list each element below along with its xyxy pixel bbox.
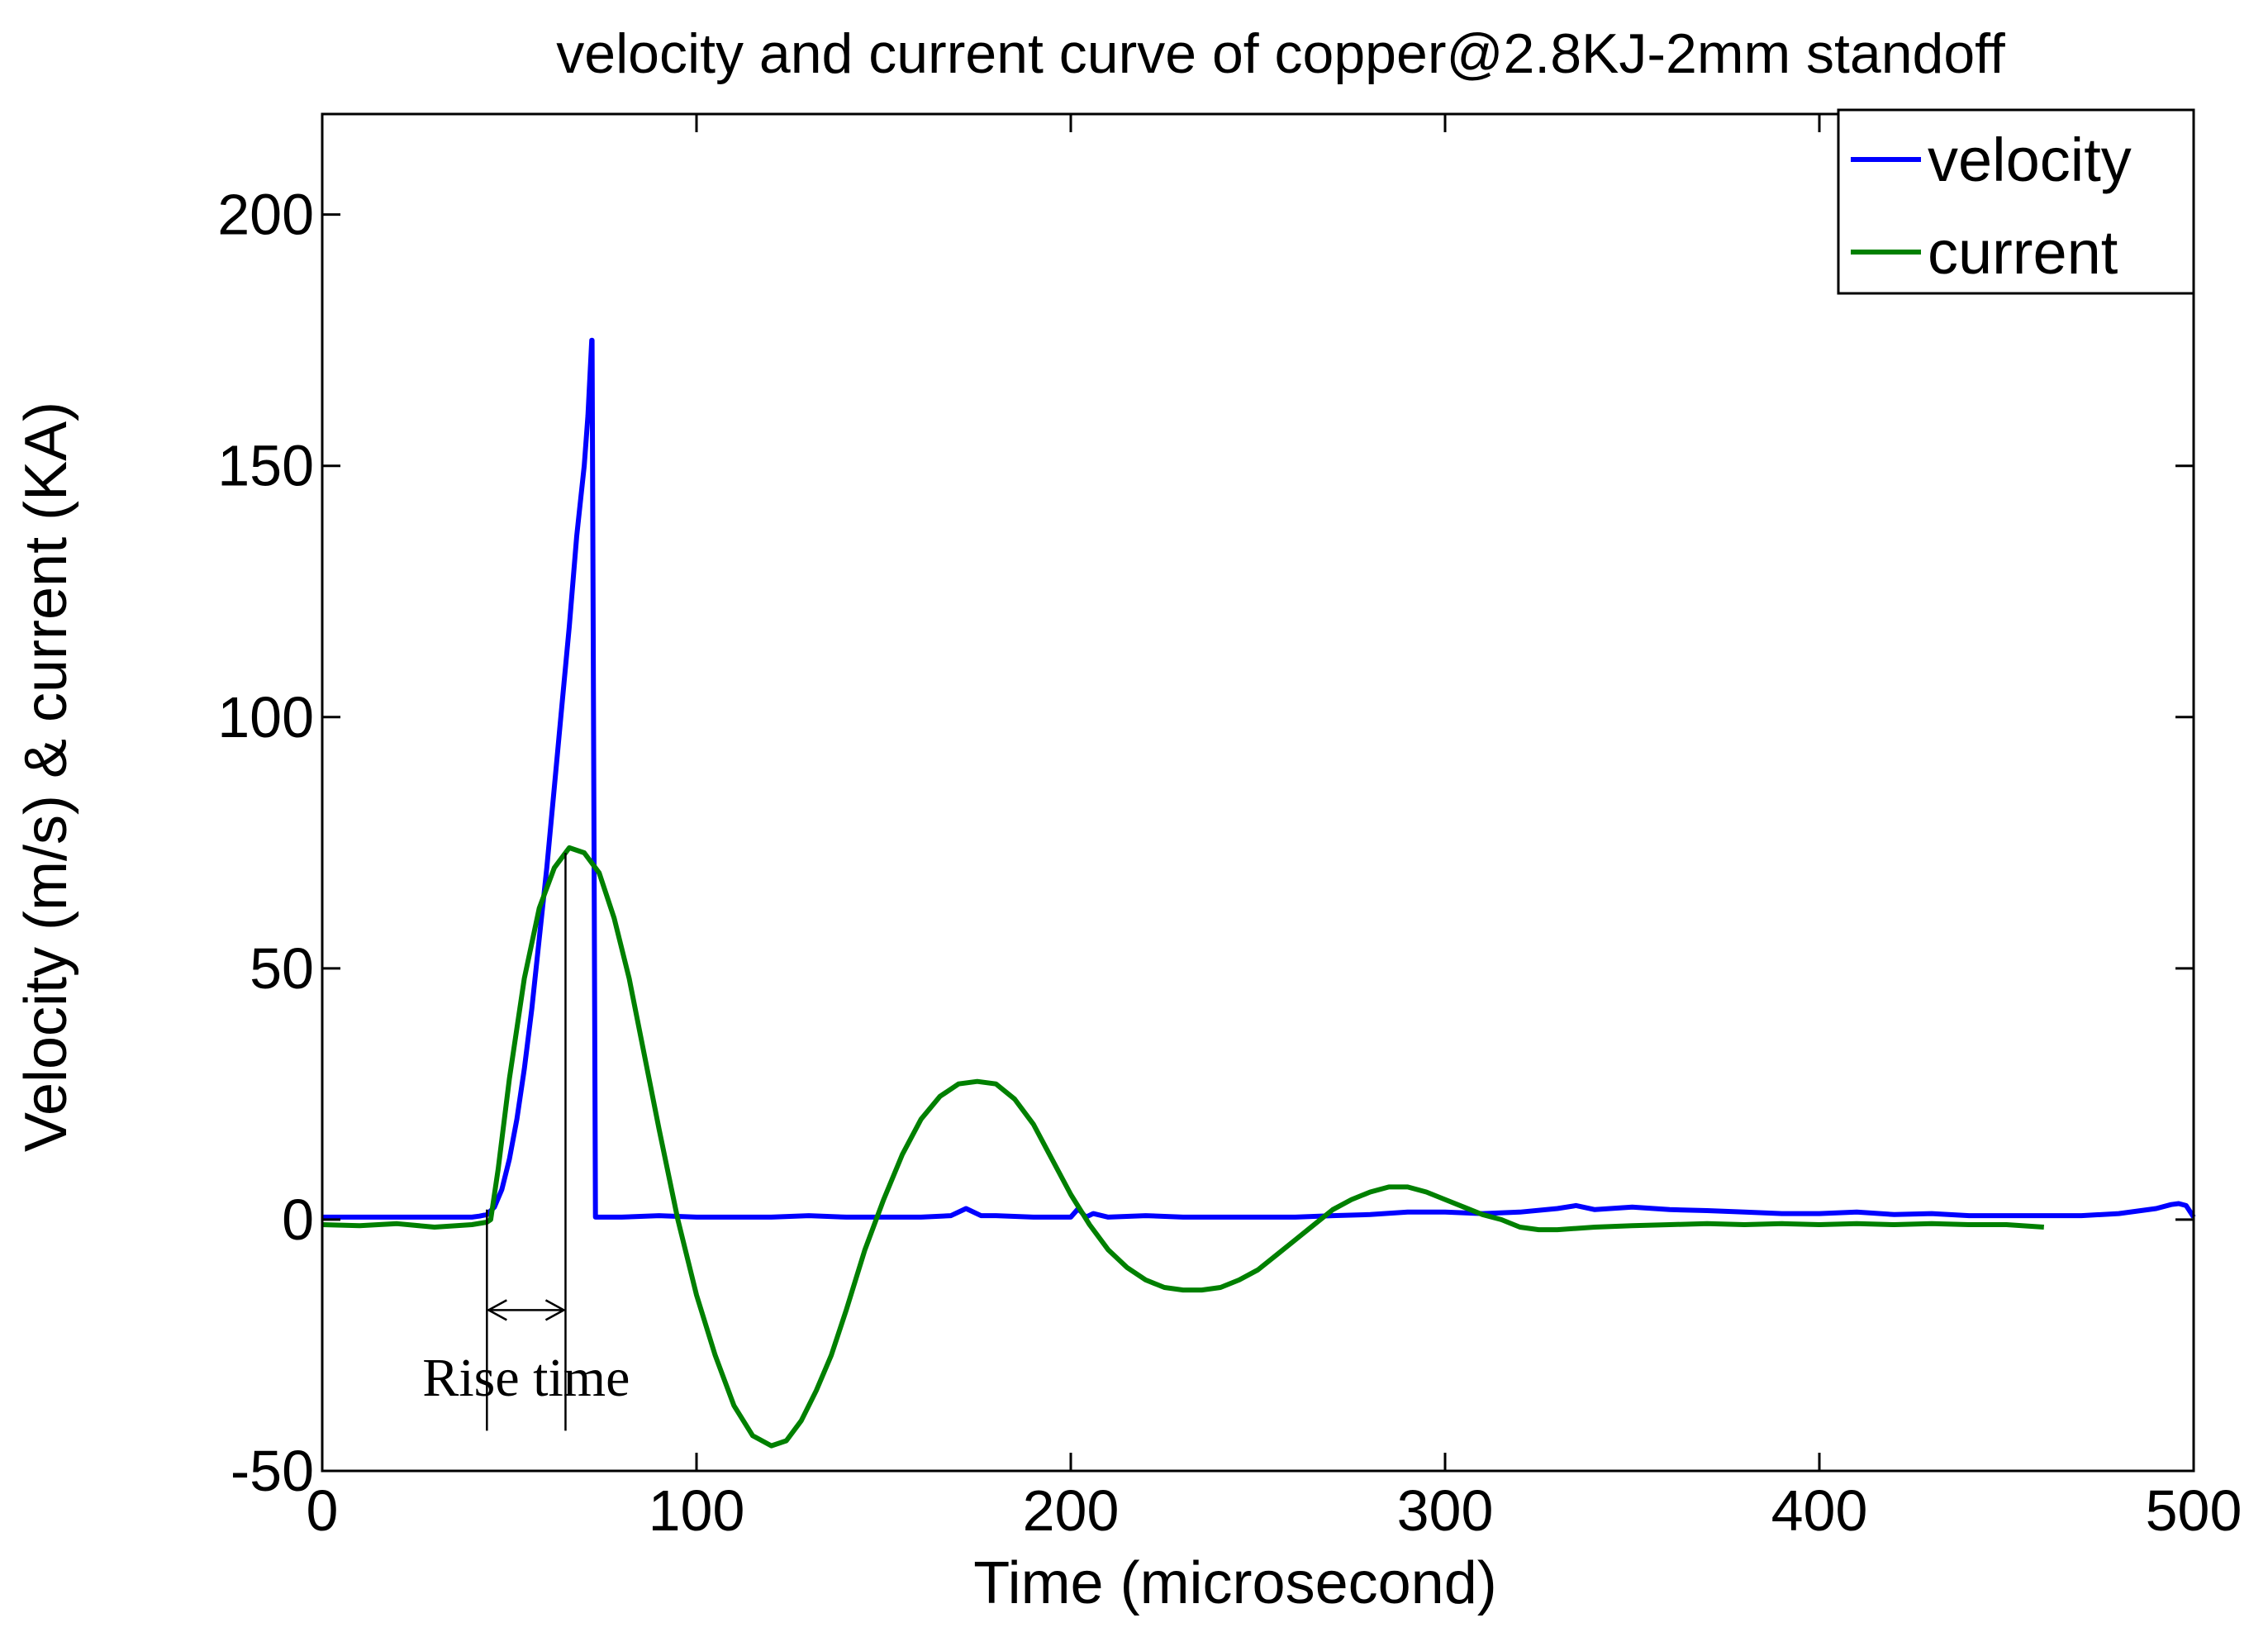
legend-label-velocity: velocity bbox=[1928, 126, 2132, 194]
y-tick-label: 150 bbox=[217, 434, 314, 498]
rise-time-arrowhead-left bbox=[486, 1299, 507, 1321]
axes-box bbox=[321, 112, 2195, 1473]
y-tick-label: 50 bbox=[250, 936, 314, 1001]
x-tick-label: 0 bbox=[307, 1478, 339, 1543]
y-tick-label: 0 bbox=[282, 1187, 314, 1252]
rise-time-annotation: Rise time bbox=[422, 852, 630, 1431]
plot-area bbox=[321, 337, 2196, 1449]
legend: velocity current bbox=[1837, 108, 2195, 295]
rise-time-label: Rise time bbox=[422, 1348, 630, 1408]
x-tick-label: 100 bbox=[649, 1478, 745, 1543]
x-tick-label: 400 bbox=[1771, 1478, 1868, 1543]
legend-box bbox=[1837, 108, 2195, 295]
y-tick-label: 100 bbox=[217, 685, 314, 749]
x-tick-label: 500 bbox=[2146, 1478, 2242, 1543]
x-tick-label: 200 bbox=[1023, 1478, 1120, 1543]
y-tick-label: 200 bbox=[217, 183, 314, 247]
chart-title: velocity and current curve of copper@2.8… bbox=[556, 22, 2005, 85]
rise-time-arrowhead-right bbox=[544, 1299, 567, 1321]
series-line-velocity bbox=[322, 337, 2196, 1220]
y-axis: -50 0 50 100 150 200 bbox=[217, 183, 2194, 1503]
x-tick-label: 300 bbox=[1397, 1478, 1494, 1543]
x-axis-label: Time (microsecond) bbox=[973, 1550, 1496, 1616]
series-line-current bbox=[321, 845, 2044, 1449]
y-axis-label: Velocity (m/s) & current (KA) bbox=[13, 402, 79, 1152]
x-axis: 0 100 200 300 400 500 bbox=[307, 114, 2242, 1543]
y-tick-label: -50 bbox=[231, 1439, 314, 1503]
legend-label-current: current bbox=[1928, 218, 2118, 287]
